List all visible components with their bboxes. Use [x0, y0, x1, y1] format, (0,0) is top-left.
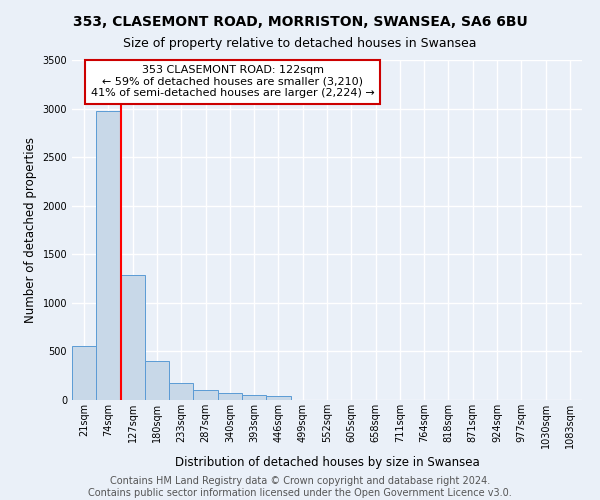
Bar: [96, 110, 121, 400]
Text: Contains HM Land Registry data © Crown copyright and database right 2024.
Contai: Contains HM Land Registry data © Crown c…: [88, 476, 512, 498]
Text: 353 CLASEMONT ROAD: 122sqm
← 59% of detached houses are smaller (3,210)
41% of s: 353 CLASEMONT ROAD: 122sqm ← 59% of deta…: [91, 65, 374, 98]
Bar: [145, 361, 169, 400]
Bar: [218, 393, 242, 400]
Bar: [169, 383, 193, 400]
Bar: [242, 395, 266, 400]
Y-axis label: Number of detached properties: Number of detached properties: [24, 137, 37, 323]
Bar: [72, 346, 96, 400]
Text: 353, CLASEMONT ROAD, MORRISTON, SWANSEA, SA6 6BU: 353, CLASEMONT ROAD, MORRISTON, SWANSEA,…: [73, 15, 527, 29]
Text: Size of property relative to detached houses in Swansea: Size of property relative to detached ho…: [123, 38, 477, 51]
Bar: [266, 396, 290, 400]
X-axis label: Distribution of detached houses by size in Swansea: Distribution of detached houses by size …: [175, 456, 479, 469]
Bar: [193, 390, 218, 400]
Bar: [121, 274, 145, 400]
